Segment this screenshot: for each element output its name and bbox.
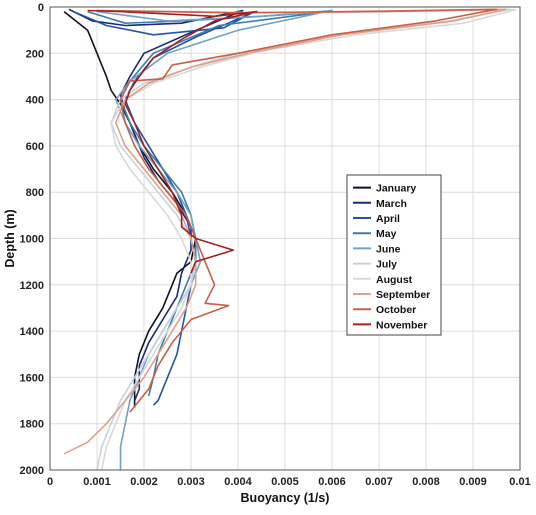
x-tick-label: 0.001 <box>83 476 111 488</box>
y-tick-label: 0 <box>38 2 44 14</box>
x-tick-label: 0.006 <box>318 476 346 488</box>
legend-entry: June <box>376 243 401 255</box>
x-tick-label: 0.01 <box>509 476 530 488</box>
x-axis-title: Buoyancy (1/s) <box>241 491 330 505</box>
legend-entry: January <box>376 183 416 195</box>
y-tick-label: 1800 <box>20 419 44 431</box>
series-lines <box>63 8 517 471</box>
legend-entry: March <box>376 198 407 210</box>
legend-entry: September <box>376 289 430 301</box>
x-tick-label: 0.004 <box>224 476 252 488</box>
legend-entry: August <box>376 274 413 286</box>
legend-entry: April <box>376 213 400 225</box>
legend: January March April May June July August Septem… <box>346 174 442 336</box>
y-tick-label: 1000 <box>20 234 44 246</box>
y-tick-label: 800 <box>26 187 44 199</box>
y-tick-label: 400 <box>26 95 44 107</box>
x-tick-label: 0.002 <box>130 476 158 488</box>
x-tick-label: 0 <box>47 476 53 488</box>
y-axis-title: Depth (m) <box>3 209 17 267</box>
legend-entry: July <box>376 259 397 271</box>
legend-entry: May <box>376 228 397 240</box>
y-tick-label: 600 <box>26 141 44 153</box>
plot-frame <box>49 6 521 471</box>
y-tick-label: 2000 <box>20 465 44 477</box>
y-tick-label: 1600 <box>20 372 44 384</box>
series-line-november <box>87 9 258 274</box>
x-tick-label: 0.003 <box>177 476 205 488</box>
x-tick-label: 0.005 <box>271 476 299 488</box>
y-tick-label: 200 <box>26 48 44 60</box>
legend-entry: November <box>376 319 427 331</box>
series-line-september <box>63 8 507 455</box>
legend-entry: October <box>376 304 416 316</box>
series-line-october <box>96 8 498 413</box>
tick-labels: 0 0.001 0.002 0.003 0.004 0.005 0.006 0.007 0.00… <box>20 2 531 488</box>
x-tick-label: 0.009 <box>459 476 487 488</box>
x-tick-label: 0.007 <box>365 476 393 488</box>
y-tick-label: 1200 <box>20 280 44 292</box>
x-tick-label: 0.008 <box>412 476 440 488</box>
y-tick-label: 1400 <box>20 326 44 338</box>
series-line-august <box>100 9 517 471</box>
